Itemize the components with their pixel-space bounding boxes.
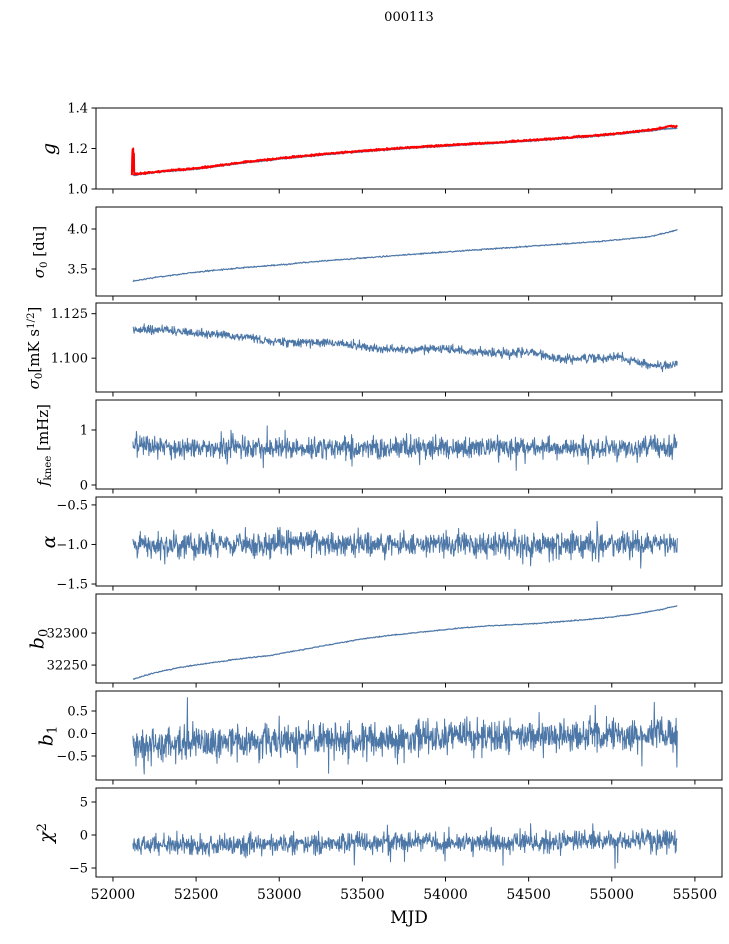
series-chi2: [132, 823, 678, 869]
panel-sigma0-du-series: [132, 228, 678, 282]
panel-sigma0-du: 3.5 4.0: [67, 206, 723, 301]
axes-frame: [95, 690, 723, 781]
axes-frame: [95, 787, 723, 878]
y-axis-title-segment: σ: [30, 267, 49, 278]
y-axis-title-segment: σ: [25, 378, 44, 389]
y-axis-title-segment: 0: [33, 372, 45, 379]
panel-b0-series: [132, 605, 678, 680]
panel-chi2-series: [132, 823, 678, 869]
y-axis-title-segment: f: [34, 479, 53, 486]
series-alpha: [132, 520, 678, 569]
x-axis-title: MJD: [390, 908, 428, 928]
y-tick-label: 1.125: [51, 307, 88, 322]
panel-b1-series: [132, 697, 678, 775]
y-axis-title-segment: knee: [42, 455, 54, 480]
x-tick-label: 52000: [91, 887, 136, 903]
y-axis-title-segment: [mHz]: [34, 403, 53, 456]
y-axis-title-segment: [mK s: [25, 328, 44, 373]
y-axis-title-segment: g: [38, 142, 60, 155]
y-tick-label: 1: [80, 423, 88, 438]
x-tick-label: 52500: [174, 887, 219, 903]
x-tick-label: 55000: [589, 887, 634, 903]
y-axis-title-segment: 1: [45, 725, 61, 734]
y-tick-label: 32250: [47, 659, 88, 674]
y-axis-title-segment: ]: [25, 306, 44, 312]
y-axis-title-sigma0-du: σ0 [du]: [30, 225, 50, 277]
series-b0: [132, 605, 678, 680]
y-tick-label: −1.0: [56, 538, 88, 553]
panel-b1: 0.5 0.0 −0.5: [56, 690, 723, 785]
series-fknee: [132, 425, 678, 471]
y-axis-title-b0: b0: [27, 628, 52, 648]
y-axis-title-b1: b1: [36, 725, 61, 745]
y-axis-title-alpha: α: [38, 535, 60, 548]
y-axis-title-segment: b: [26, 636, 49, 649]
panel-alpha: −0.5 −1.0 −1.5: [56, 496, 723, 593]
y-tick-label: 1.4: [67, 102, 88, 117]
y-axis-title-segment: 1/2: [25, 311, 37, 329]
axes-frame: [95, 302, 723, 393]
y-axis-title-g: g: [38, 142, 60, 154]
x-tick-label: 53500: [340, 887, 385, 903]
y-tick-label: −0.5: [56, 498, 88, 513]
y-tick-label: 1.2: [67, 142, 88, 157]
y-axis-title-fknee: fknee [mHz]: [34, 403, 54, 485]
y-axis-title-segment: [du]: [30, 225, 49, 262]
y-tick-label: 1.0: [67, 183, 88, 198]
panel-b0: 32250 32300: [47, 593, 723, 688]
y-axis-title-segment: 0: [36, 628, 52, 637]
y-tick-label: 0.0: [67, 727, 88, 742]
y-axis-title-segment: χ: [35, 830, 58, 843]
panel-fknee-series: [132, 425, 678, 471]
y-tick-label: −0.5: [56, 750, 88, 765]
series-sigma0-du: [132, 228, 678, 282]
y-tick-label: 5: [80, 795, 88, 810]
panel-sigma0-mks-series: [132, 323, 678, 373]
y-axis-title-sigma0-mks: σ0[mK s1/2]: [25, 306, 45, 389]
panel-g-series: [130, 124, 679, 177]
y-tick-label: 32300: [47, 627, 88, 642]
y-axis-title-segment: 2: [34, 822, 50, 831]
axes-frame: [95, 206, 723, 297]
axes-frame: [95, 593, 723, 684]
series-gain-fit: [130, 124, 679, 176]
y-axis-title-segment: 0: [38, 261, 50, 268]
x-tick-label: 54500: [506, 887, 551, 903]
y-tick-label: −1.5: [56, 578, 88, 593]
y-axis-title-segment: b: [35, 733, 58, 746]
series-b1: [132, 697, 678, 775]
series-sigma0-mks: [132, 323, 678, 373]
y-axis-title-segment: α: [38, 535, 60, 548]
y-tick-label: 3.5: [67, 263, 88, 278]
axes-frame: [95, 496, 723, 587]
axes-frame: [95, 399, 723, 490]
panel-fknee: 01: [80, 399, 723, 494]
figure-title: 000113: [384, 10, 434, 25]
y-tick-label: 0: [80, 478, 88, 493]
y-tick-label: 4.0: [67, 223, 88, 238]
y-tick-label: 1.100: [51, 352, 88, 367]
panel-g: 1.0 1.2 1.4: [67, 102, 723, 198]
x-tick-label: 54000: [423, 887, 468, 903]
panel-sigma0-mks: 1.100 1.125: [51, 302, 723, 397]
panel-alpha-series: [132, 520, 678, 569]
y-axis-title-chi2: χ2: [35, 823, 57, 843]
y-tick-label: −5: [69, 862, 88, 877]
x-tick-label: 55500: [673, 887, 718, 903]
x-tick-label: 53000: [257, 887, 302, 903]
y-tick-label: 0: [80, 829, 88, 844]
y-tick-label: 0.5: [67, 704, 88, 719]
